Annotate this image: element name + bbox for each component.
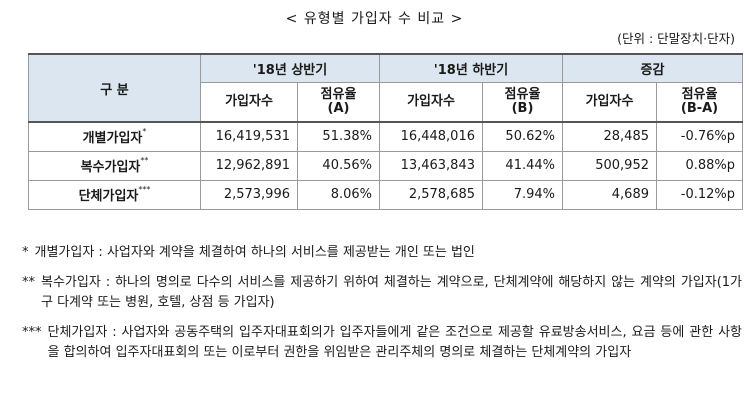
table-row: 단체가입자*** 2,573,996 8.06% 2,578,685 7.94%… — [28, 179, 744, 210]
row-label: 복수가입자** — [28, 150, 201, 181]
footnote-mark: *** — [22, 325, 42, 340]
table-cell: 2,578,685 — [379, 179, 483, 210]
footnote-text: 단체가입자 : 사업자와 공동주택의 입주자대표회의가 입주자들에게 같은 조건… — [47, 325, 743, 360]
footnote-individual: * 개별가입자 : 사업자와 계약을 체결하여 하나의 서비스를 제공받는 개인… — [22, 243, 742, 263]
footnote-mark: ** — [22, 275, 35, 290]
table-cell: 500,952 — [562, 150, 657, 181]
table-cell: 4,689 — [562, 179, 657, 210]
subheader: 점유율 (B) — [482, 81, 563, 123]
subheader: 가입자수 — [200, 81, 298, 123]
table-cell: 0.88%p — [655, 150, 744, 181]
table-header-row: 구 분 '18년 상반기 '18년 하반기 증감 — [28, 53, 744, 123]
group-header-h1: '18년 상반기 — [200, 53, 380, 83]
footnotes: * 개별가입자 : 사업자와 계약을 체결하여 하나의 서비스를 제공받는 개인… — [22, 243, 742, 373]
table-cell: -0.76%p — [655, 121, 744, 152]
table-row: 복수가입자** 12,962,891 40.56% 13,463,843 41.… — [28, 150, 744, 181]
table-row: 개별가입자* 16,419,531 51.38% 16,448,016 50.6… — [28, 121, 744, 152]
table-cell: 13,463,843 — [379, 150, 483, 181]
table-cell: 12,962,891 — [200, 150, 298, 181]
table-cell: 51.38% — [297, 121, 380, 152]
row-label: 개별가입자* — [28, 121, 201, 152]
unit-label: (단위 : 단말장치·단자) — [617, 31, 735, 46]
footnote-text: 개별가입자 : 사업자와 계약을 체결하여 하나의 서비스를 제공받는 개인 또… — [34, 245, 475, 260]
subheader: 가입자수 — [379, 81, 483, 123]
subscriber-comparison-table: 구 분 '18년 상반기 '18년 하반기 증감 가입자수 점유율 (A) 가입자… — [28, 53, 744, 210]
footnote-multiple: ** 복수가입자 : 하나의 명의로 다수의 서비스를 제공하기 위하여 체결하… — [22, 273, 742, 313]
group-header-change: 증감 — [561, 53, 744, 83]
table-cell: 16,448,016 — [379, 121, 483, 152]
table-cell: 41.44% — [482, 150, 563, 181]
row-label: 단체가입자*** — [28, 179, 201, 210]
corner-header: 구 분 — [28, 53, 201, 123]
table-cell: 28,485 — [562, 121, 657, 152]
subheader: 가입자수 — [562, 81, 657, 123]
table-subheader-row: 가입자수 점유율 (A) 가입자수 점유율 (B) 가입자수 점유율 (B-A) — [29, 81, 744, 123]
subheader: 점유율 (A) — [297, 81, 380, 123]
table-cell: 50.62% — [482, 121, 563, 152]
table-cell: -0.12%p — [655, 179, 744, 210]
document-title: < 유형별 가입자 수 비교 > — [285, 11, 464, 27]
table-cell: 2,573,996 — [200, 179, 298, 210]
subheader: 점유율 (B-A) — [655, 81, 744, 123]
table-cell: 8.06% — [297, 179, 380, 210]
table-cell: 7.94% — [482, 179, 563, 210]
footnote-group: *** 단체가입자 : 사업자와 공동주택의 입주자대표회의가 입주자들에게 같… — [22, 323, 742, 363]
table-cell: 16,419,531 — [200, 121, 298, 152]
footnote-text: 복수가입자 : 하나의 명의로 다수의 서비스를 제공하기 위하여 체결하는 계… — [41, 275, 742, 310]
footnote-mark: * — [22, 245, 29, 260]
group-header-h2: '18년 하반기 — [379, 53, 563, 83]
table-cell: 40.56% — [297, 150, 380, 181]
